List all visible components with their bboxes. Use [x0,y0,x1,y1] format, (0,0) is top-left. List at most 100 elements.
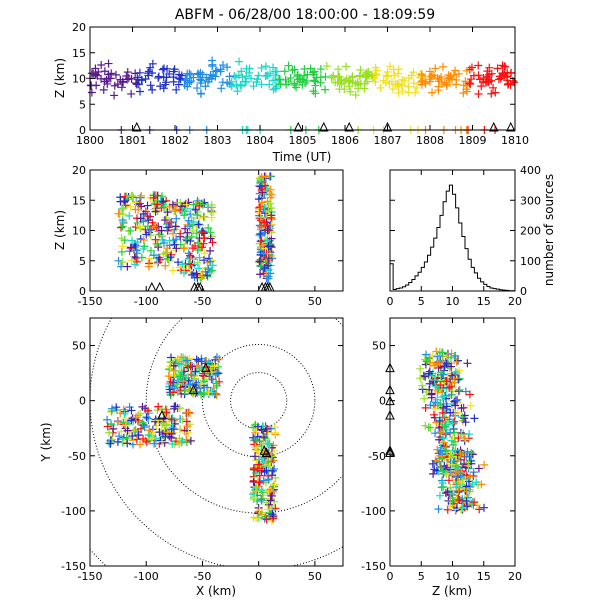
x-height-source [171,205,180,214]
x-height-source [189,200,198,209]
time-height-source [361,70,370,79]
plan-view-source [259,476,268,485]
x-tick-label: 1806 [331,134,359,147]
plan-view-source [120,409,129,418]
z-y-source [425,379,434,388]
y-tick-label: 0 [520,285,527,298]
time-height-source [316,65,325,74]
z-y-source [421,421,430,430]
z-y-source [462,487,471,496]
plan-view-source [170,404,179,413]
plan-view-source [259,433,268,442]
x-height-source [264,242,273,251]
x-height-source [114,256,123,265]
x-tick-label: 0 [255,570,262,583]
time-height-source [311,89,320,98]
z-y-source [458,413,467,422]
plan-view-source [193,361,202,370]
x-height-source [193,221,202,230]
x-height-station-icon [154,281,165,292]
time-height-source [466,80,475,89]
plan-view-source [174,377,183,386]
time-height-source [300,71,309,80]
z-y-source [468,450,477,459]
plan-view-source [136,424,145,433]
plan-view-source [142,437,151,446]
z-y-source [445,383,454,392]
time-height-source [162,73,171,82]
x-height-source [267,190,276,199]
z-y-source [434,467,443,476]
x-tick-label: 1802 [161,134,189,147]
z-y-source [418,381,427,390]
z-y-source [422,357,431,366]
z-y-source [436,446,445,455]
z-y-source [442,420,451,429]
plan-view-source [266,462,275,471]
time-height-source [485,70,494,79]
plan-view-source [269,514,278,523]
time-height-source [269,85,278,94]
z-y-ticks: 0 5 10 15 20 -150 -100 -50 0 50 [361,318,522,583]
x-tick-label: 50 [308,570,322,583]
z-y-source [463,447,472,456]
plan-view-source [145,426,154,435]
plan-view-source [162,420,171,429]
x-height-source [192,229,201,238]
time-height-source [193,84,202,93]
plan-view-station-icon [201,362,211,373]
x-height-source [117,223,126,232]
plan-view-source [117,427,126,436]
time-height-source [491,88,500,97]
x-height-source [255,257,264,266]
x-height-source [193,245,202,254]
y-tick-label: -50 [68,450,86,463]
x-height-source [256,213,265,222]
x-height-source [178,207,187,216]
x-height-source [172,235,181,244]
x-height-source [259,250,268,259]
plan-view-source [154,416,163,425]
time-height-source [201,82,210,91]
x-height-source [137,253,146,262]
z-y-source [436,381,445,390]
x-tick-label: 1804 [246,134,274,147]
z-y-source [433,387,442,396]
plan-view-source [264,440,273,449]
time-height-source [449,71,458,80]
time-height-source [451,66,460,75]
z-y-source [452,357,461,366]
x-height-source [266,185,275,194]
time-height-source [376,83,385,92]
z-y-source [448,371,457,380]
y-tick-label: -50 [368,450,386,463]
z-y-source [435,435,444,444]
time-height-source [346,87,355,96]
plan-view-source [182,435,191,444]
z-y-source [443,505,452,514]
z-y-source [435,428,444,437]
plan-view-source [116,409,125,418]
z-y-source [453,495,462,504]
plan-view-station-icon [259,445,270,455]
plan-view-source [262,424,271,433]
x-height-source [255,231,264,240]
z-y-sources [416,347,489,515]
z-y-source [438,393,447,402]
x-height-source [131,260,140,269]
z-y-source [460,460,469,469]
x-height-source [256,237,265,246]
x-height-source [191,205,200,214]
time-height-source [144,67,153,76]
x-height-source [123,262,132,271]
z-y-source [457,431,466,440]
z-y-source [428,459,437,468]
time-height-source [462,66,471,75]
x-height-source [208,238,217,247]
range-rings [90,318,343,566]
x-height-source [133,249,142,258]
x-height-source [137,191,146,200]
z-y-source [446,450,455,459]
